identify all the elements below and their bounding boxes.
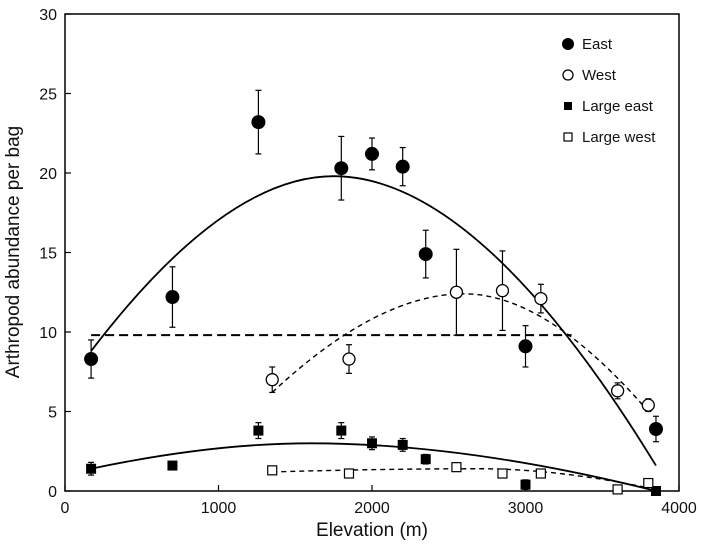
point-3-5 (612, 484, 623, 495)
y-tick-label: 5 (48, 405, 57, 422)
point-2-4 (367, 438, 377, 449)
fit-curves (90, 175, 657, 492)
legend-label-0: East (582, 36, 613, 53)
point-3-4 (535, 468, 546, 479)
fit-curve-3 (272, 468, 649, 489)
point-0-1 (165, 290, 180, 305)
point-1-1 (342, 352, 356, 366)
legend-label-3: Large west (582, 129, 656, 146)
point-3-6 (643, 477, 654, 489)
y-tick-label: 30 (39, 7, 57, 24)
legend-marker-3 (563, 132, 573, 142)
x-tick-label: 1000 (201, 500, 237, 517)
point-1-5 (610, 384, 625, 398)
point-2-0 (86, 463, 97, 474)
point-0-3 (334, 161, 349, 176)
point-3-1 (343, 468, 355, 479)
legend-label-1: West (582, 67, 617, 84)
x-axis-title: Elevation (m) (316, 520, 428, 541)
point-0-4 (365, 146, 379, 161)
point-1-6 (641, 398, 655, 412)
point-3-2 (451, 462, 462, 473)
point-3-3 (497, 468, 508, 479)
point-2-7 (520, 479, 531, 490)
point-0-8 (648, 421, 663, 436)
y-axis-title: Arthropod abundance per bag (3, 126, 24, 378)
legend: East West Large east Large west (562, 36, 656, 146)
legend-marker-2 (564, 102, 572, 110)
fit-curve-1 (271, 293, 649, 412)
x-tick-label: 2000 (354, 500, 390, 517)
point-2-8 (650, 486, 661, 496)
point-0-6 (418, 247, 433, 262)
point-1-3 (495, 284, 510, 298)
y-tick-label: 25 (39, 87, 57, 104)
point-2-5 (397, 439, 408, 450)
point-1-4 (534, 291, 548, 306)
y-axis: 0 5 10 15 20 25 30 (39, 7, 71, 501)
data-points (84, 115, 663, 496)
y-tick-label: 15 (39, 246, 57, 263)
legend-marker-1 (562, 69, 574, 81)
x-axis: 0 1000 2000 3000 4000 (61, 485, 697, 517)
point-3-0 (267, 465, 278, 476)
plot-frame (64, 13, 680, 492)
point-0-2 (251, 115, 266, 130)
point-2-1 (167, 460, 178, 471)
y-tick-label: 10 (39, 325, 57, 342)
legend-marker-0 (562, 38, 574, 50)
point-1-0 (265, 373, 279, 387)
point-1-2 (449, 285, 464, 299)
point-0-0 (84, 352, 99, 367)
point-2-2 (253, 425, 264, 436)
plot-area (64, 13, 680, 492)
x-tick-label: 0 (61, 500, 70, 517)
point-0-7 (518, 339, 533, 354)
legend-label-2: Large east (582, 98, 654, 115)
point-2-3 (336, 425, 347, 436)
y-tick-label: 20 (39, 166, 57, 183)
fit-curve-2 (90, 442, 657, 492)
y-tick-label: 0 (48, 484, 57, 501)
point-0-5 (395, 159, 410, 174)
point-2-6 (420, 454, 431, 465)
fit-curve-0 (90, 175, 657, 467)
x-tick-label: 4000 (661, 500, 697, 517)
x-tick-label: 3000 (508, 500, 544, 517)
